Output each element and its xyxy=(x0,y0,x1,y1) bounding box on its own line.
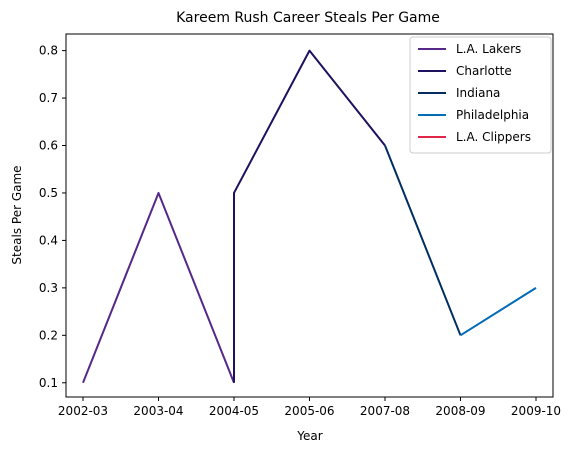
x-axis-label: Year xyxy=(296,429,322,443)
y-tick-label: 0.1 xyxy=(39,376,58,390)
legend-entry-label: L.A. Lakers xyxy=(456,42,521,56)
x-tick-label: 2003-04 xyxy=(133,404,183,418)
x-tick-label: 2005-06 xyxy=(284,404,334,418)
y-axis: 0.1 0.2 0.3 0.4 0.5 0.6 0.7 0.8 xyxy=(39,44,66,390)
series-line-charlotte xyxy=(233,49,386,383)
legend: L.A. Lakers Charlotte Indiana Philadelphia L… xyxy=(409,36,552,154)
series-line-l-a-lakers xyxy=(82,191,235,384)
chart-title: Kareem Rush Career Steals Per Game xyxy=(176,10,440,26)
y-tick-label: 0.2 xyxy=(39,328,58,342)
series-line-philadelphia xyxy=(459,287,537,337)
x-tick-label: 2009-10 xyxy=(511,404,561,418)
y-tick-label: 0.7 xyxy=(39,91,58,105)
y-tick-label: 0.6 xyxy=(39,139,58,153)
series-line-indiana xyxy=(384,145,462,336)
x-tick-label: 2007-08 xyxy=(360,404,410,418)
legend-entry-label: L.A. Clippers xyxy=(456,130,531,144)
y-axis-label: Steals Per Game xyxy=(10,165,24,264)
y-tick-label: 0.5 xyxy=(39,186,58,200)
x-tick-label: 2002-03 xyxy=(58,404,108,418)
legend-entry-label: Charlotte xyxy=(456,64,512,78)
y-tick-label: 0.8 xyxy=(39,44,58,58)
x-tick-label: 2008-09 xyxy=(435,404,485,418)
legend-entry-label: Indiana xyxy=(456,86,500,100)
x-tick-label: 2004-05 xyxy=(209,404,259,418)
series-lines xyxy=(82,49,537,384)
y-tick-label: 0.3 xyxy=(39,281,58,295)
legend-box xyxy=(409,36,552,154)
y-tick-label: 0.4 xyxy=(39,233,58,247)
x-axis: 2002-03 2003-04 2004-05 2005-06 2007-08 2008-… xyxy=(58,397,561,418)
legend-entry-label: Philadelphia xyxy=(456,108,529,122)
